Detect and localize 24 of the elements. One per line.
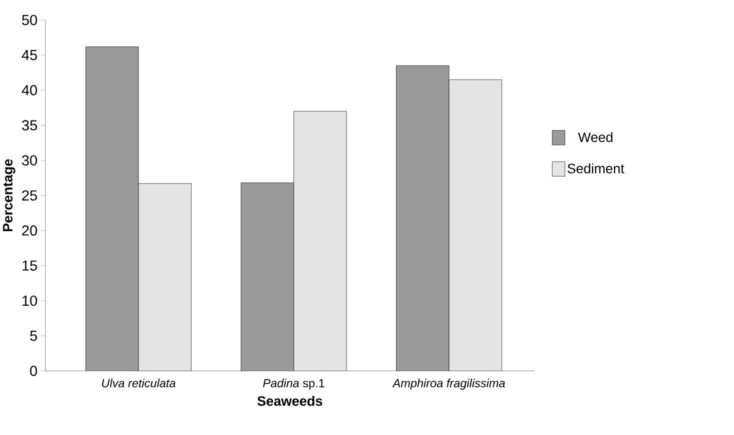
y-tick-label: 10	[22, 295, 38, 306]
y-axis-title: Percentage	[3, 159, 16, 231]
y-tick-label: 25	[22, 190, 37, 200]
y-tick-label: 20	[22, 225, 38, 236]
y-tick-label: 45	[22, 50, 37, 60]
legend-label: Sediment	[568, 163, 624, 174]
legend-label: Weed	[578, 132, 612, 142]
bar	[86, 46, 139, 371]
y-tick-label: 15	[22, 260, 37, 270]
y-tick-label: 50	[22, 14, 38, 25]
x-axis-title: Seaweeds	[257, 396, 322, 406]
x-tick-label: Amphiroa fragilissima	[392, 378, 505, 390]
bar	[240, 182, 294, 371]
bar	[448, 79, 502, 371]
x-tick-label: Padina sp.1	[263, 378, 324, 390]
bar	[138, 183, 192, 371]
y-tick-label: 30	[22, 155, 38, 166]
y-tick-label: 5	[30, 330, 37, 341]
y-tick-label: 0	[30, 366, 38, 376]
y-tick-label: 35	[22, 120, 37, 130]
x-tick-label: Ulva reticulata	[102, 378, 176, 388]
bar	[294, 110, 347, 371]
y-tick-label: 40	[22, 84, 38, 96]
bar	[396, 65, 450, 371]
